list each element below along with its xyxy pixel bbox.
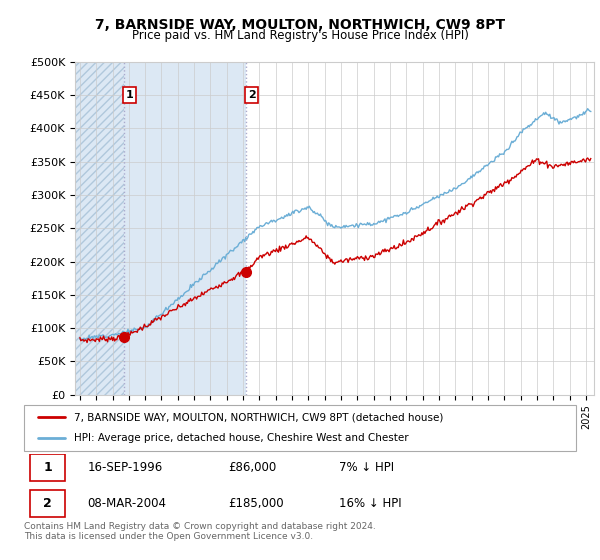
Text: 1: 1	[43, 461, 52, 474]
FancyBboxPatch shape	[29, 491, 65, 517]
Text: 16-SEP-1996: 16-SEP-1996	[88, 461, 163, 474]
Text: HPI: Average price, detached house, Cheshire West and Chester: HPI: Average price, detached house, Ches…	[74, 433, 409, 444]
Text: 2: 2	[43, 497, 52, 510]
Text: 1: 1	[126, 90, 134, 100]
FancyBboxPatch shape	[29, 454, 65, 481]
FancyBboxPatch shape	[24, 405, 576, 451]
Text: 2: 2	[248, 90, 256, 100]
Bar	[124, 62, 246, 395]
Text: £86,000: £86,000	[228, 461, 277, 474]
Text: 7, BARNSIDE WAY, MOULTON, NORTHWICH, CW9 8PT: 7, BARNSIDE WAY, MOULTON, NORTHWICH, CW9…	[95, 18, 505, 32]
Text: £185,000: £185,000	[228, 497, 284, 510]
Text: 08-MAR-2004: 08-MAR-2004	[88, 497, 166, 510]
Text: 16% ↓ HPI: 16% ↓ HPI	[338, 497, 401, 510]
Text: Contains HM Land Registry data © Crown copyright and database right 2024.
This d: Contains HM Land Registry data © Crown c…	[24, 522, 376, 542]
Bar	[75, 62, 124, 395]
Text: 7, BARNSIDE WAY, MOULTON, NORTHWICH, CW9 8PT (detached house): 7, BARNSIDE WAY, MOULTON, NORTHWICH, CW9…	[74, 412, 443, 422]
Text: Price paid vs. HM Land Registry's House Price Index (HPI): Price paid vs. HM Land Registry's House …	[131, 29, 469, 42]
Text: 7% ↓ HPI: 7% ↓ HPI	[338, 461, 394, 474]
